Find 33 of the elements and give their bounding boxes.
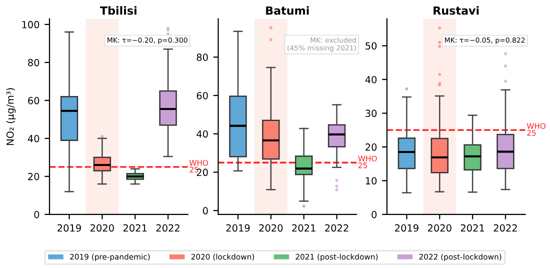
- y-tick-label: 20: [28, 172, 40, 180]
- x-tick-label: 2022: [156, 224, 180, 232]
- x-tick-label: 2021: [460, 224, 484, 232]
- x-tick-label: 2019: [226, 224, 250, 232]
- y-tick-label: 40: [28, 134, 40, 142]
- y-tick-label: 20: [196, 168, 208, 176]
- x-tick-label: 2021: [292, 224, 316, 232]
- x-tick-label: 2022: [494, 224, 517, 232]
- x-tick-label: 2022: [325, 224, 348, 232]
- y-tick-label: 0: [202, 207, 208, 214]
- x-tick-label: 2019: [395, 224, 418, 232]
- y-tick-label: 30: [366, 110, 377, 118]
- y-tick-label: 40: [196, 130, 208, 138]
- y-tick-label: 0: [372, 210, 377, 218]
- y-tick-label: 60: [196, 92, 208, 100]
- x-tick-label: 2020: [90, 224, 114, 232]
- y-tick-label: 80: [28, 58, 40, 66]
- y-tick-label: 10: [366, 177, 377, 184]
- chart-title: Batumi: [266, 6, 309, 15]
- chart-title: Rustavi: [434, 6, 479, 15]
- y-tick-label: 100: [22, 20, 40, 28]
- y-tick-label: 0: [34, 210, 40, 218]
- x-tick-label: 2019: [58, 224, 81, 232]
- x-tick-label: 2020: [259, 224, 283, 232]
- y-tick-label: 20: [366, 143, 377, 151]
- y-tick-label: 80: [196, 54, 208, 61]
- y-tick-label: 50: [366, 42, 377, 50]
- x-tick-label: 2020: [428, 224, 452, 232]
- chart-title: Tbilisi: [100, 6, 136, 15]
- y-tick-label: 60: [28, 96, 40, 104]
- y-tick-label: 40: [365, 76, 377, 84]
- y-axis-title: NO₂ (µg/m³): [6, 88, 16, 145]
- x-tick-label: 2021: [123, 224, 147, 232]
